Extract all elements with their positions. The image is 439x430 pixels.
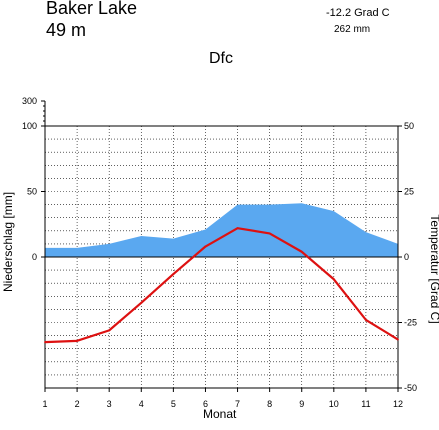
station-elevation: 49 m xyxy=(46,20,87,40)
temperature-point xyxy=(236,227,239,230)
x-tick-label: 2 xyxy=(75,399,80,409)
x-tick-label: 7 xyxy=(235,399,240,409)
x-tick-label: 6 xyxy=(203,399,208,409)
x-tick-label: 5 xyxy=(171,399,176,409)
right-tick-label: -50 xyxy=(404,383,417,393)
temperature-point xyxy=(204,245,207,248)
left-tick-label: 50 xyxy=(27,187,37,197)
x-tick-label: 8 xyxy=(267,399,272,409)
temperature-point xyxy=(172,273,175,275)
temperature-point xyxy=(332,278,335,281)
x-tick-label: 1 xyxy=(42,399,47,409)
temperature-point xyxy=(76,339,78,342)
right-tick-label: 50 xyxy=(404,121,414,131)
annual-temperature: -12.2 Grad C xyxy=(326,7,390,19)
x-tick-label: 4 xyxy=(139,399,144,409)
temperature-point xyxy=(268,232,271,235)
x-axis-label: Monat xyxy=(203,407,237,421)
temperature-point xyxy=(108,329,111,332)
annual-precipitation: 262 mm xyxy=(334,24,371,35)
temperature-point xyxy=(44,341,46,344)
left-tick-label: 0 xyxy=(32,252,37,262)
temperature-point xyxy=(140,301,143,304)
station-name: Baker Lake xyxy=(46,0,138,18)
x-tick-label: 9 xyxy=(299,399,304,409)
temperature-point xyxy=(365,318,367,321)
temperature-point xyxy=(300,250,303,253)
left-tick-label: 100 xyxy=(22,121,37,131)
precipitation-area xyxy=(45,203,398,257)
right-tick-label: 25 xyxy=(404,187,414,197)
left-tick-label: 300 xyxy=(22,96,37,106)
x-tick-label: 12 xyxy=(393,399,403,409)
temperature-point xyxy=(397,338,399,341)
right-tick-label: 0 xyxy=(404,252,409,262)
temperature-line xyxy=(44,227,399,344)
x-tick-label: 3 xyxy=(107,399,112,409)
x-tick-label: 10 xyxy=(329,399,339,409)
x-tick-label: 11 xyxy=(361,399,370,409)
climate-classification: Dfc xyxy=(209,50,233,67)
right-tick-label: -25 xyxy=(404,318,417,328)
